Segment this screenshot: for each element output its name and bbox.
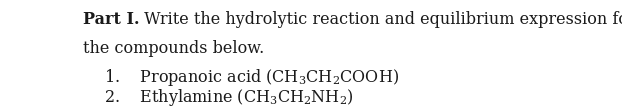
Text: the compounds below.: the compounds below.	[83, 40, 264, 57]
Text: 2.    Ethylamine (CH$_{3}$CH$_{2}$NH$_{2}$): 2. Ethylamine (CH$_{3}$CH$_{2}$NH$_{2}$)	[104, 87, 354, 108]
Text: Part I.: Part I.	[83, 11, 139, 28]
Text: Write the hydrolytic reaction and equilibrium expression for: Write the hydrolytic reaction and equili…	[139, 11, 622, 28]
Text: 1.    Propanoic acid (CH$_{3}$CH$_{2}$COOH): 1. Propanoic acid (CH$_{3}$CH$_{2}$COOH)	[104, 67, 399, 88]
